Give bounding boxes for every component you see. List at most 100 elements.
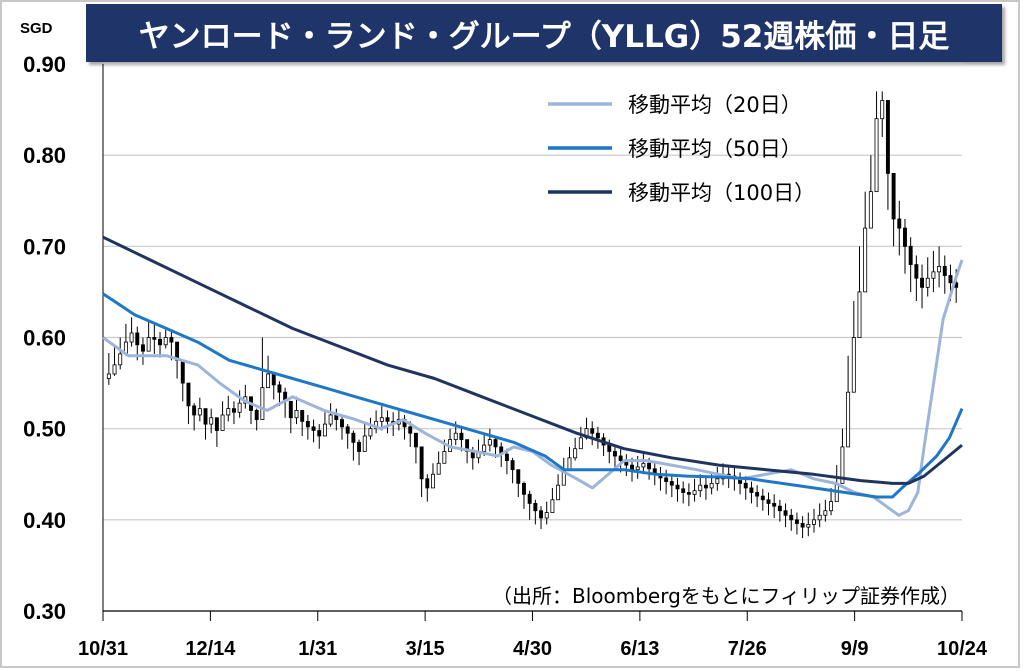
candlestick	[891, 172, 896, 247]
candlestick	[357, 439, 362, 466]
candle-body	[294, 410, 299, 419]
candle-body	[709, 482, 714, 489]
candlestick	[772, 494, 777, 519]
candlestick	[550, 487, 555, 513]
x-tick-label: 1/31	[298, 638, 337, 660]
candlestick	[237, 390, 242, 418]
candle-body	[829, 501, 834, 512]
candle-body	[129, 332, 134, 343]
candlestick	[681, 481, 686, 504]
candle-body	[266, 373, 271, 389]
candle-body	[857, 291, 862, 338]
candlestick	[755, 485, 760, 508]
candle-body	[311, 426, 316, 431]
candle-body	[755, 492, 760, 497]
candle-body	[118, 353, 123, 366]
candlestick	[920, 264, 925, 309]
candle-body	[749, 487, 754, 493]
ma100-line	[102, 235, 963, 485]
candlestick	[328, 403, 333, 427]
candle-body	[612, 451, 617, 457]
candlestick	[931, 250, 936, 292]
candle-body	[192, 405, 197, 416]
candle-body	[772, 503, 777, 507]
candle-body	[271, 373, 276, 386]
candle-body	[817, 514, 822, 521]
candle-body	[482, 444, 487, 452]
candlestick	[601, 433, 606, 457]
x-axis: 10/31 12/14 1/31 3/15 4/30 6/13 7/26 9/9 10/24	[78, 64, 988, 660]
candle-body	[647, 462, 652, 470]
y-tick-label: 0.40	[23, 508, 66, 533]
x-tick-label: 10/24	[937, 638, 988, 660]
candle-body	[607, 444, 612, 452]
candle-body	[408, 426, 413, 434]
candle-body	[220, 414, 225, 431]
candlestick	[368, 417, 373, 440]
candlestick	[510, 457, 515, 484]
candle-body	[590, 428, 595, 434]
candle-body	[163, 337, 168, 346]
legend: 移動平均（20日） 移動平均（50日） 移動平均（100日）	[548, 93, 815, 205]
candlestick	[868, 155, 873, 229]
candlestick	[425, 474, 430, 502]
candle-body	[431, 473, 435, 489]
candle-body	[846, 391, 851, 448]
candle-body	[703, 484, 708, 489]
candlestick	[152, 324, 157, 354]
y-axis-ticks: 0.90 0.80 0.70 0.60 0.50 0.40 0.30	[23, 52, 66, 624]
candlestick	[180, 359, 185, 402]
candlestick	[271, 372, 276, 400]
candle-body	[891, 172, 896, 220]
moving-average-lines	[102, 235, 964, 517]
candlestick	[243, 384, 248, 409]
candle-body	[556, 484, 561, 501]
candlestick	[573, 437, 578, 461]
candle-body	[288, 400, 293, 419]
candle-body	[442, 451, 447, 464]
candle-body	[914, 264, 919, 279]
candle-body	[664, 477, 669, 482]
candlestick	[669, 474, 674, 498]
candlestick	[226, 395, 231, 422]
candle-body	[254, 410, 259, 420]
candle-body	[669, 481, 674, 486]
candlestick	[698, 474, 703, 498]
candlestick	[197, 397, 202, 422]
candle-body	[777, 505, 782, 512]
candle-body	[300, 410, 305, 422]
candle-body	[459, 432, 464, 441]
legend-label: 移動平均（100日）	[628, 181, 815, 205]
candle-body	[908, 245, 913, 265]
candle-body	[937, 265, 942, 273]
candlestick	[846, 355, 851, 448]
candle-body	[550, 499, 555, 513]
candlestick	[311, 419, 316, 443]
candlestick	[914, 255, 919, 302]
candlestick	[436, 451, 441, 475]
candlestick	[334, 408, 339, 431]
candlestick	[658, 466, 663, 491]
candle-body	[812, 519, 816, 525]
candlestick	[186, 382, 191, 425]
candlestick	[829, 487, 834, 516]
candle-body	[567, 457, 572, 471]
x-tick-label: 3/15	[406, 638, 445, 660]
candlestick	[925, 257, 930, 297]
candle-body	[135, 332, 140, 346]
candle-body	[146, 337, 151, 352]
candlestick	[800, 516, 805, 539]
candlestick	[908, 237, 913, 292]
ma50-line	[102, 292, 964, 499]
candle-body	[379, 417, 384, 422]
candlestick	[192, 403, 197, 431]
y-tick-label: 0.90	[23, 52, 66, 77]
candlestick	[556, 474, 561, 501]
candle-body	[169, 337, 174, 343]
candlestick	[863, 191, 868, 293]
candlestick	[140, 337, 145, 365]
candle-body	[186, 382, 191, 407]
candle-body	[885, 100, 890, 174]
candlestick	[738, 472, 743, 495]
candle-body	[760, 495, 765, 501]
